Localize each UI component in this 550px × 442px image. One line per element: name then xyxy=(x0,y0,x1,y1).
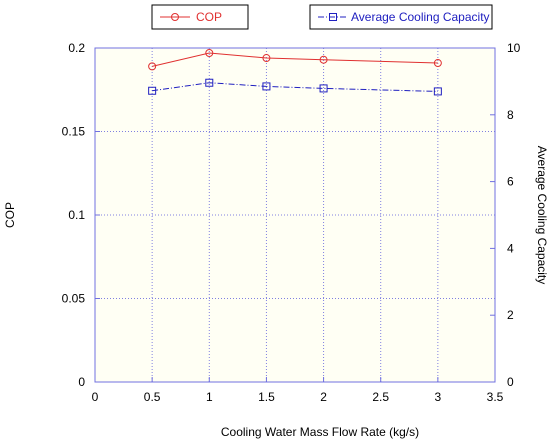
x-tick-label: 1 xyxy=(206,390,213,404)
legend-cop-label: COP xyxy=(196,10,222,24)
x-tick-label: 2 xyxy=(320,390,327,404)
legend-capacity: Average Cooling Capacity xyxy=(309,4,493,30)
plot-frame xyxy=(94,47,496,383)
legend-capacity-marker xyxy=(329,13,337,21)
x-axis-label: Cooling Water Mass Flow Rate (kg/s) xyxy=(221,425,419,439)
x-tick-label: 3 xyxy=(435,390,442,404)
y-right-tick-label: 2 xyxy=(507,308,514,322)
cop-point xyxy=(319,55,328,64)
capacity-point xyxy=(205,78,214,87)
y-right-tick-label: 6 xyxy=(507,175,514,189)
cop-point xyxy=(433,59,442,68)
x-tick-label: 0 xyxy=(92,390,99,404)
cop-point xyxy=(262,54,271,63)
y-left-tick-label: 0.2 xyxy=(68,41,85,55)
legend-cop: COP xyxy=(151,4,249,30)
y-left-tick-label: 0 xyxy=(78,375,85,389)
legend-cop-marker xyxy=(171,13,179,21)
series-group xyxy=(148,49,442,96)
capacity-point xyxy=(262,82,271,91)
capacity-point xyxy=(433,87,442,96)
y-right-tick-label: 4 xyxy=(507,241,514,255)
y-left-tick-label: 0.1 xyxy=(68,208,85,222)
y-left-axis-label: COP xyxy=(3,202,17,228)
capacity-point xyxy=(148,86,157,95)
series-line-capacity xyxy=(152,82,438,92)
y-left-tick-label: 0.05 xyxy=(62,292,86,306)
x-tick-label: 0.5 xyxy=(144,390,161,404)
x-tick-label: 2.5 xyxy=(372,390,389,404)
y-right-tick-label: 10 xyxy=(507,41,521,55)
y-right-tick-label: 0 xyxy=(507,375,514,389)
x-tick-label: 3.5 xyxy=(487,390,504,404)
capacity-point xyxy=(319,84,328,93)
x-tick-label: 1.5 xyxy=(258,390,275,404)
series-line-cop xyxy=(152,52,438,67)
cop-point xyxy=(205,49,214,58)
y-right-tick-label: 8 xyxy=(507,108,514,122)
y-left-tick-label: 0.15 xyxy=(62,125,86,139)
legend-capacity-label: Average Cooling Capacity xyxy=(351,10,490,24)
y-right-axis-label: Average Cooling Capacity xyxy=(535,146,549,285)
cop-point xyxy=(148,62,157,71)
